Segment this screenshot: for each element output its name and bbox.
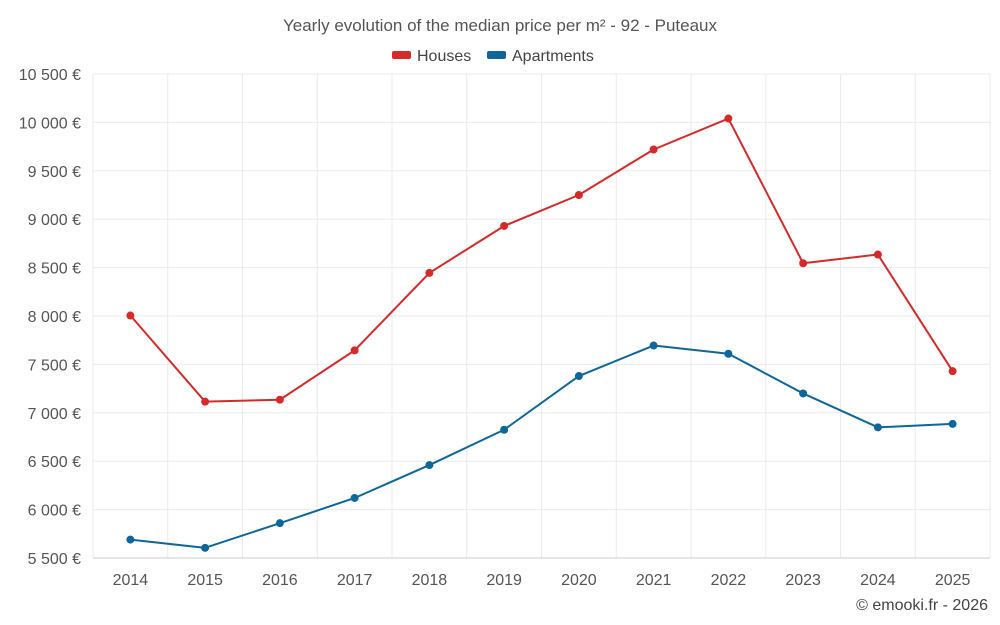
axes: 5 500 € 6 000 € 6 500 € 7 000 € 7 500 € 8 000… (19, 67, 990, 589)
y-tick-label: 10 500 € (19, 67, 81, 84)
data-point-apartments (126, 535, 135, 544)
data-point-houses (574, 191, 583, 199)
data-point-houses (201, 397, 210, 406)
x-tick-label: 2025 (935, 572, 971, 589)
data-point-houses (425, 268, 434, 277)
y-tick-label: 6 500 € (28, 454, 81, 471)
y-tick-label: 8 000 € (28, 309, 81, 326)
data-point-apartments (873, 423, 882, 432)
y-tick-label: 6 000 € (28, 503, 81, 520)
x-tick-label: 2018 (412, 572, 448, 589)
data-point-apartments (275, 519, 284, 528)
y-tick-label: 8 500 € (28, 261, 81, 278)
series-layer (126, 114, 957, 552)
legend-label-houses: Houses (417, 48, 471, 65)
data-point-apartments (799, 389, 808, 398)
x-tick-label: 2021 (636, 572, 672, 589)
data-point-houses (873, 250, 882, 259)
data-point-apartments (425, 461, 434, 470)
y-tick-label: 7 500 € (28, 357, 81, 374)
legend-swatch-houses (392, 51, 411, 59)
legend-swatch-apartments (487, 51, 506, 59)
credit-text: © emooki.fr - 2026 (856, 597, 988, 614)
x-tick-label: 2020 (561, 572, 597, 589)
data-point-apartments (201, 543, 210, 552)
x-tick-label: 2014 (113, 572, 149, 589)
data-point-houses (649, 145, 658, 154)
data-point-apartments (649, 341, 658, 350)
x-tick-label: 2016 (262, 572, 298, 589)
legend: Houses Apartments (392, 48, 594, 65)
data-point-houses (275, 395, 284, 404)
data-point-apartments (500, 425, 509, 434)
data-point-houses (948, 367, 957, 376)
x-tick-label: 2019 (486, 572, 522, 589)
y-tick-label: 9 500 € (28, 164, 81, 181)
y-tick-label: 10 000 € (19, 115, 81, 132)
y-tick-label: 5 500 € (28, 551, 81, 568)
x-tick-label: 2024 (860, 572, 896, 589)
x-tick-label: 2023 (785, 572, 821, 589)
series-line-apartments (130, 344, 953, 549)
legend-label-apartments: Apartments (512, 48, 594, 65)
x-tick-label: 2015 (187, 572, 223, 589)
data-point-houses (500, 221, 509, 230)
data-point-apartments (350, 493, 359, 502)
x-tick-label: 2022 (711, 572, 747, 589)
data-point-houses (126, 311, 135, 320)
y-tick-label: 7 000 € (28, 406, 81, 423)
series-line-houses (129, 117, 954, 403)
grid (92, 73, 991, 559)
data-point-apartments (948, 419, 957, 428)
chart-title: Yearly evolution of the median price per… (283, 16, 718, 35)
data-point-houses (724, 114, 733, 123)
y-tick-label: 9 000 € (28, 212, 81, 229)
data-point-apartments (574, 372, 583, 381)
data-point-houses (799, 259, 808, 268)
x-tick-label: 2017 (337, 572, 373, 589)
data-point-apartments (724, 349, 733, 358)
data-point-houses (350, 346, 359, 355)
